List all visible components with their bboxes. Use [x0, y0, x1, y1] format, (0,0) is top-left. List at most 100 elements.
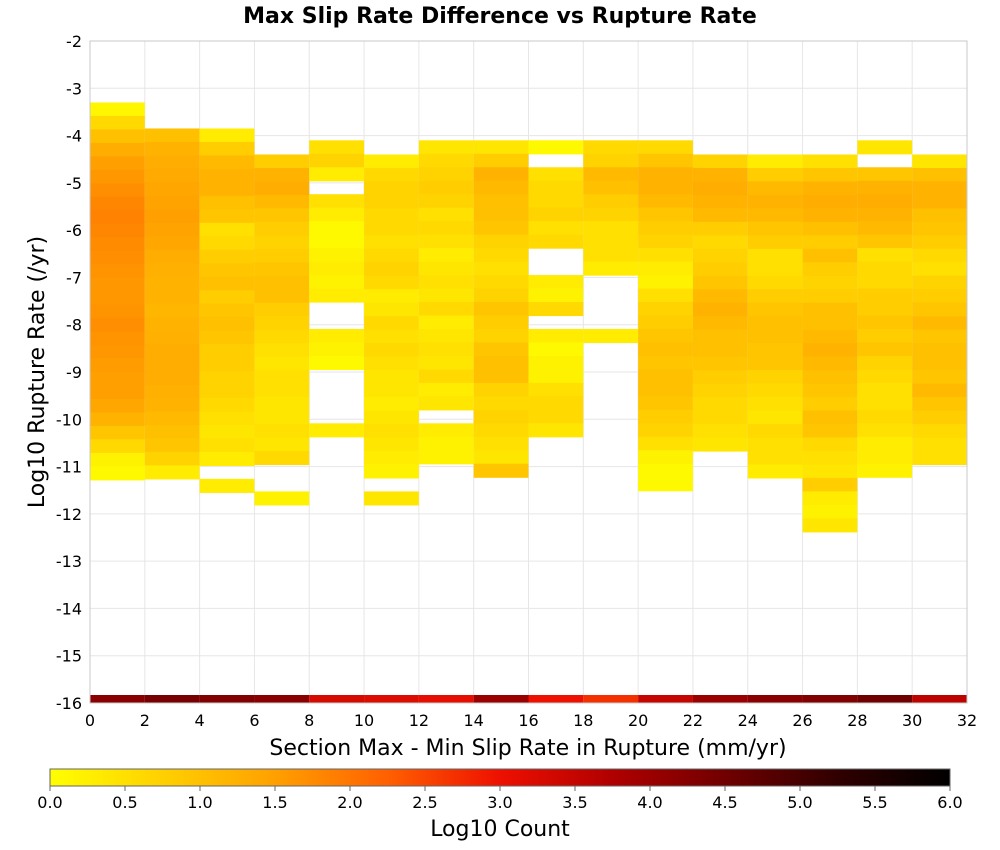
heatmap-cell: [802, 504, 858, 519]
heatmap-cell: [309, 328, 365, 344]
heatmap-cell: [857, 355, 913, 370]
heatmap-cell: [802, 343, 858, 358]
heatmap-cell: [638, 261, 693, 276]
heatmap-cell: [473, 261, 529, 276]
heatmap-cell: [857, 167, 913, 182]
x-tick-label: 6: [249, 711, 259, 730]
heatmap-cell: [144, 222, 200, 237]
x-tick-label: 20: [628, 711, 648, 730]
heatmap-cell: [692, 424, 748, 439]
heatmap-cell: [254, 194, 310, 209]
x-tick-label: 4: [195, 711, 205, 730]
heatmap-cell: [418, 328, 474, 344]
heatmap-cell: [802, 208, 858, 223]
heatmap-cell: [418, 180, 474, 195]
heatmap-cell: [364, 410, 419, 425]
heatmap-cell: [199, 451, 255, 466]
heatmap-cell: [199, 276, 255, 291]
heatmap-cell: [418, 261, 474, 276]
heatmap-cell: [747, 275, 803, 290]
heatmap-cell: [199, 209, 255, 224]
heatmap-cell: [418, 450, 474, 465]
heatmap-cell-bottom: [309, 695, 365, 703]
heatmap-cell: [638, 194, 693, 209]
heatmap-cell: [254, 316, 310, 331]
heatmap-cell: [364, 302, 419, 317]
heatmap-cell: [638, 477, 693, 492]
heatmap-cell: [802, 450, 858, 466]
heatmap-cell: [144, 249, 200, 264]
heatmap-cell: [857, 302, 913, 317]
heatmap-cell: [309, 275, 365, 290]
x-tick-labels: 0 2 4 6 8 10 12 14 16 18 20 22 24 26 28 30 32: [85, 711, 977, 730]
heatmap-cell: [473, 382, 529, 397]
heatmap-cell: [473, 140, 529, 155]
heatmap-cell: [912, 329, 967, 344]
heatmap-cell: [90, 196, 145, 211]
heatmap-cell: [473, 221, 529, 236]
heatmap-cell: [90, 277, 145, 292]
heatmap-cell: [692, 397, 748, 412]
heatmap-cell: [473, 180, 529, 195]
heatmap-cell: [802, 356, 858, 371]
heatmap-cell: [199, 438, 255, 453]
heatmap-cell: [747, 464, 803, 479]
heatmap-cell: [692, 356, 748, 371]
y-tick-label: -11: [56, 458, 82, 477]
x-tick-label: 16: [518, 711, 538, 730]
heatmap-cell: [144, 411, 200, 426]
heatmap-cell: [802, 397, 858, 412]
heatmap-cell: [747, 235, 803, 250]
x-tick-label: 2: [140, 711, 150, 730]
heatmap-cell: [199, 344, 255, 359]
heatmap-cell: [528, 140, 584, 155]
heatmap-cell: [90, 210, 145, 225]
heatmap-cell: [144, 141, 200, 157]
heatmap-cell: [692, 370, 748, 385]
heatmap-cell: [747, 208, 803, 223]
heatmap-cell: [418, 423, 474, 438]
heatmap-cells: [90, 102, 967, 703]
colorbar-tick-label: 6.0: [937, 793, 962, 812]
colorbar-tick-label: 4.5: [712, 793, 737, 812]
heatmap-cell: [802, 194, 858, 209]
heatmap-cell: [912, 343, 967, 358]
heatmap-cell: [692, 262, 748, 277]
heatmap-cell: [144, 168, 200, 183]
x-tick-label: 0: [85, 711, 95, 730]
heatmap-cell: [912, 208, 967, 223]
heatmap-cell: [802, 235, 858, 250]
heatmap-cell: [199, 478, 255, 493]
heatmap-cell: [528, 302, 584, 317]
heatmap-cell: [473, 207, 529, 222]
heatmap-cell: [912, 397, 967, 412]
heatmap-cell: [528, 194, 584, 209]
heatmap-cell: [747, 302, 803, 317]
heatmap-cell: [418, 315, 474, 330]
y-tick-label: -12: [56, 505, 82, 524]
heatmap-cell: [802, 383, 858, 398]
heatmap-cell: [364, 208, 419, 223]
heatmap-cell: [254, 424, 310, 439]
heatmap-cell: [912, 383, 967, 398]
heatmap-cell: [418, 382, 474, 397]
heatmap-cell: [747, 167, 803, 183]
heatmap-cell: [912, 167, 967, 183]
heatmap-cell: [144, 357, 200, 372]
heatmap-cell: [692, 208, 748, 223]
heatmap-cell: [802, 221, 858, 236]
heatmap-cell: [90, 129, 145, 144]
heatmap-cell: [254, 262, 310, 277]
heatmap-cell: [254, 302, 310, 317]
heatmap-cell: [199, 330, 255, 345]
colorbar: [49, 768, 951, 787]
heatmap-cell: [473, 409, 529, 424]
heatmap-cell: [144, 371, 200, 386]
heatmap-cell: [802, 437, 858, 452]
heatmap-cell: [912, 302, 967, 317]
heatmap-cell: [254, 208, 310, 223]
heatmap-cell: [638, 409, 693, 424]
heatmap-cell-bottom: [418, 695, 474, 703]
heatmap-cell: [309, 234, 365, 249]
heatmap-cell: [364, 235, 419, 250]
